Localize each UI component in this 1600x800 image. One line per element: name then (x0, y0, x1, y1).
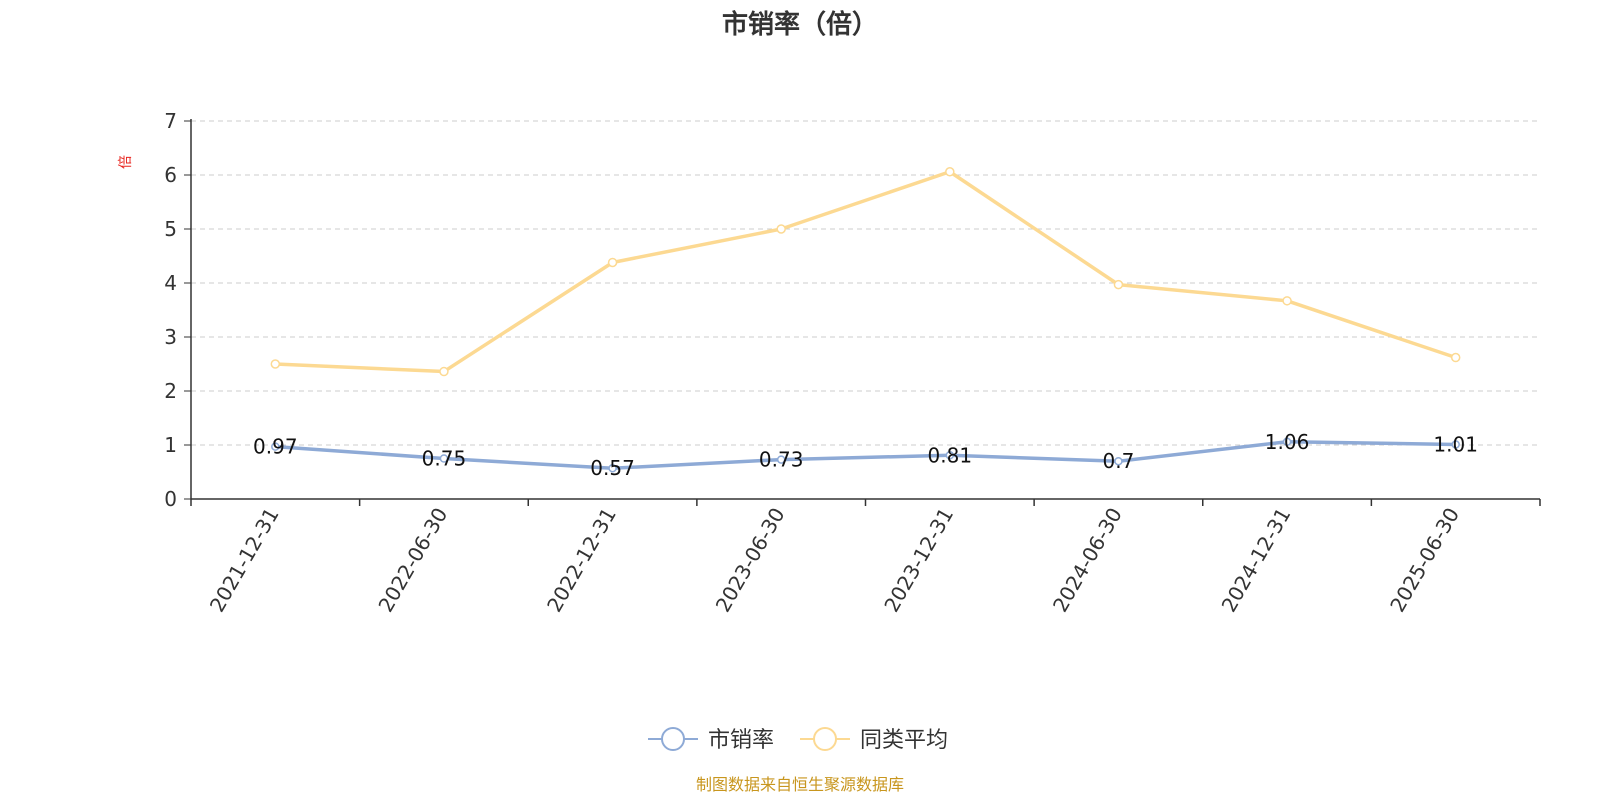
data-point-main (271, 442, 280, 451)
data-point-avg (1450, 352, 1461, 363)
data-point-main (776, 455, 786, 464)
legend-avg-circle-icon (813, 727, 837, 751)
series-line-avg (273, 170, 1458, 374)
legend-item-main[interactable]: 市销率 (648, 727, 774, 753)
y-axis-unit-label: 倍 (118, 155, 134, 169)
legend-main-label: 市销率 (708, 728, 774, 753)
y-tick-label: 4 (164, 271, 177, 295)
legend-main-circle-icon (661, 727, 685, 751)
data-label: 0.75 (422, 447, 467, 471)
chart-title: 市销率（倍） (722, 9, 878, 40)
data-point-avg (945, 167, 955, 177)
x-tick-label: 2023-06-30 (711, 504, 790, 617)
data-point-avg (1282, 296, 1292, 306)
y-tick-label: 5 (164, 217, 177, 241)
data-point-main (608, 463, 617, 473)
data-source-note: 制图数据来自恒生聚源数据库 (696, 775, 904, 794)
legend-avg-label: 同类平均 (860, 728, 948, 753)
legend[interactable]: 市销率 同类平均 (648, 727, 948, 753)
x-tick-label: 2024-06-30 (1048, 504, 1127, 617)
data-label: 0.57 (590, 456, 635, 480)
y-tick-label: 7 (164, 109, 177, 133)
data-point-main (439, 454, 449, 463)
legend-item-avg[interactable]: 同类平均 (800, 727, 948, 753)
data-labels: 0.97 0.75 0.57 0.73 0.81 0.7 1.06 1.01 (253, 430, 1478, 480)
y-tick-label: 6 (164, 163, 177, 187)
data-point-avg (607, 257, 618, 268)
data-point-avg (776, 224, 786, 234)
x-tick-label: 2022-12-31 (542, 504, 621, 617)
x-tick-label: 2023-12-31 (879, 504, 958, 617)
data-label: 1.01 (1433, 432, 1478, 456)
data-label: 0.81 (928, 443, 973, 467)
data-point-avg (270, 359, 281, 369)
x-tick-label: 2025-06-30 (1385, 504, 1464, 617)
data-point-main (1282, 437, 1292, 447)
data-label: 0.97 (253, 435, 298, 459)
grid-lines (191, 120, 1540, 446)
data-point-main (1451, 440, 1460, 449)
y-tick-label: 1 (164, 433, 177, 457)
data-label: 0.73 (759, 448, 804, 472)
data-label: 0.7 (1103, 449, 1135, 473)
series-line-main (273, 440, 1458, 470)
data-point-avg (439, 366, 449, 377)
data-label: 1.06 (1265, 430, 1310, 454)
x-tick-label: 2024-12-31 (1216, 504, 1295, 617)
x-tick-label: 2021-12-31 (205, 504, 284, 617)
data-point-main (1114, 456, 1123, 466)
data-point-avg (1113, 279, 1124, 290)
x-tick-label: 2022-06-30 (373, 504, 452, 617)
axes: 0 1 2 3 4 5 6 7 2021-12-31 2022-06-30 2022-12-31 20… (164, 109, 1541, 617)
y-tick-label: 0 (164, 487, 177, 511)
y-tick-label: 2 (164, 379, 177, 403)
data-point-main (945, 451, 955, 460)
y-tick-label: 3 (164, 325, 177, 349)
series-lines (270, 167, 1461, 473)
